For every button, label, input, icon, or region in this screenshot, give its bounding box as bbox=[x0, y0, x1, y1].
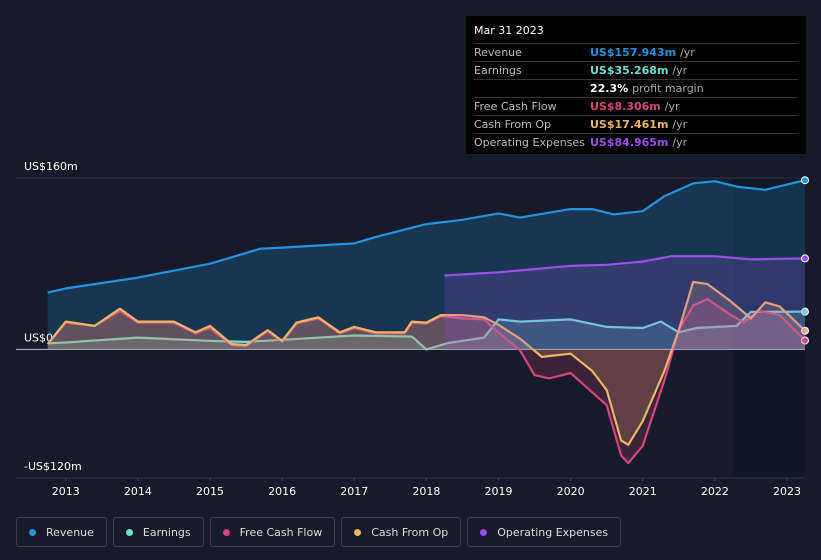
legend-item[interactable]: Cash From Op bbox=[341, 517, 462, 547]
legend-item[interactable]: Earnings bbox=[112, 517, 204, 547]
series-area bbox=[444, 256, 805, 350]
end-dot bbox=[801, 307, 809, 316]
series-area bbox=[47, 281, 805, 445]
tooltip-row: Free Cash Flow US$8.306m/yr bbox=[474, 97, 798, 115]
end-dot bbox=[801, 326, 809, 335]
x-tick-label: 2013 bbox=[52, 485, 80, 498]
tooltip-value: US$157.943m bbox=[590, 46, 677, 59]
x-tick-label: 2016 bbox=[268, 485, 296, 498]
legend-label: Free Cash Flow bbox=[239, 525, 323, 539]
x-tick-label: 2019 bbox=[484, 485, 512, 498]
tooltip-row: Operating Expenses US$84.965m/yr bbox=[474, 133, 798, 151]
x-tick-label: 2018 bbox=[412, 485, 440, 498]
tooltip-row: Revenue US$157.943m/yr bbox=[474, 43, 798, 61]
tooltip-value: US$17.461m bbox=[590, 118, 669, 131]
legend-item[interactable]: Operating Expenses bbox=[467, 517, 622, 547]
tooltip-unit: /yr bbox=[672, 118, 688, 131]
tooltip-unit: /yr bbox=[680, 46, 695, 59]
tooltip-value: US$35.268m bbox=[590, 64, 669, 77]
x-tick-label: 2017 bbox=[340, 485, 368, 498]
tooltip-value: US$8.306m bbox=[590, 100, 661, 113]
series-area bbox=[47, 311, 805, 350]
legend-label: Operating Expenses bbox=[497, 525, 609, 539]
legend-swatch bbox=[222, 528, 230, 536]
series-area bbox=[47, 180, 805, 350]
x-tick-label: 2023 bbox=[773, 485, 801, 498]
tooltip-label: Operating Expenses bbox=[474, 136, 585, 149]
tooltip-unit: profit margin bbox=[632, 82, 704, 95]
legend-swatch bbox=[480, 528, 488, 536]
legend-label: Earnings bbox=[142, 525, 191, 539]
tooltip-unit: /yr bbox=[672, 64, 688, 77]
tooltip-date: Mar 31 2023 bbox=[474, 24, 544, 37]
chart: US$160m US$0 -US$120m 2013 2014 2015 2016 2017 2… bbox=[16, 160, 809, 498]
tooltip-label: Cash From Op bbox=[474, 118, 552, 131]
tooltip: Mar 31 2023 Revenue US$157.943m/yr Earnings… bbox=[466, 16, 806, 154]
series-line bbox=[47, 179, 806, 294]
x-tick-label: 2020 bbox=[557, 485, 585, 498]
legend-swatch bbox=[125, 528, 133, 536]
legend-item[interactable]: Free Cash Flow bbox=[209, 517, 336, 547]
y-tick-label: US$160m bbox=[24, 160, 78, 173]
tooltip-row: Cash From Op US$17.461m/yr bbox=[474, 115, 798, 133]
tooltip-row: 22.3% profit margin bbox=[474, 79, 798, 97]
tooltip-label: Earnings bbox=[474, 64, 522, 77]
tooltip-value: US$84.965m bbox=[590, 136, 669, 149]
end-dot bbox=[801, 176, 809, 185]
series-line bbox=[46, 298, 806, 465]
x-tick-label: 2014 bbox=[124, 485, 152, 498]
end-dot bbox=[801, 336, 809, 345]
legend-label: Revenue bbox=[46, 525, 94, 539]
end-dot bbox=[801, 254, 809, 263]
tooltip-label: Revenue bbox=[474, 46, 522, 59]
tooltip-value: 22.3% bbox=[590, 82, 629, 95]
tooltip-unit: /yr bbox=[672, 136, 688, 149]
x-tick-label: 2021 bbox=[629, 485, 657, 498]
y-tick-label: US$0 bbox=[24, 331, 53, 344]
series-line bbox=[46, 280, 806, 446]
legend-item[interactable]: Revenue bbox=[16, 517, 107, 547]
tooltip-label bbox=[474, 80, 590, 97]
legend-label: Cash From Op bbox=[371, 525, 449, 539]
legend: Revenue Earnings Free Cash Flow Cash From O… bbox=[16, 517, 622, 547]
x-tick-label: 2022 bbox=[701, 485, 729, 498]
tooltip-row: Earnings US$35.268m/yr bbox=[474, 61, 798, 79]
legend-swatch bbox=[29, 528, 36, 536]
tooltip-label: Free Cash Flow bbox=[474, 100, 557, 113]
x-tick-label: 2015 bbox=[196, 485, 224, 498]
legend-swatch bbox=[354, 528, 362, 536]
tooltip-unit: /yr bbox=[664, 100, 680, 113]
series-line bbox=[444, 255, 806, 277]
y-tick-label: -US$120m bbox=[24, 460, 82, 473]
